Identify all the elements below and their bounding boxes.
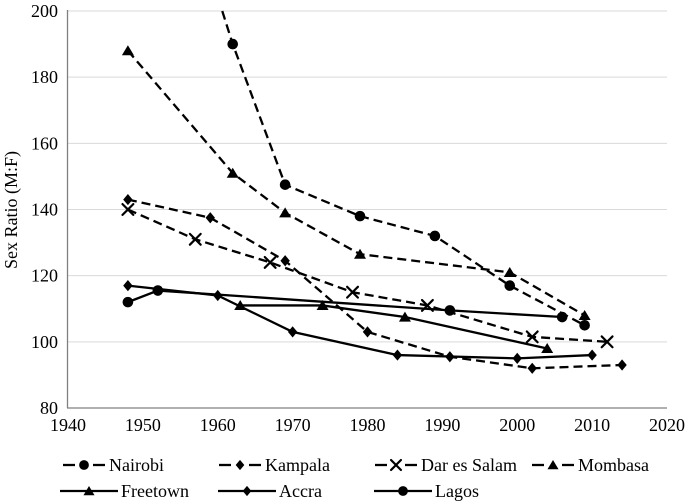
circle-marker-nairobi (354, 210, 366, 222)
triangle-icon (547, 460, 559, 470)
x-tick-label: 1950 (125, 415, 161, 435)
circle-legend-marker-icon (63, 460, 105, 470)
y-tick-label: 140 (31, 200, 58, 220)
series-line-nairobi (221, 10, 586, 327)
triangle-legend-marker-icon (60, 486, 118, 496)
circle-marker-lagos (444, 305, 456, 316)
circle-icon (398, 486, 408, 496)
triangle-marker-mombasa (354, 248, 367, 259)
x-tick-label: 1960 (200, 415, 236, 435)
plot-content: 80 100 120 140 160 180 200 1940 1950 1960 1970 1980… (31, 1, 685, 435)
x-icon (389, 458, 403, 472)
triangle-marker-mombasa (578, 309, 591, 320)
legend-label-freetown: Freetown (121, 481, 189, 501)
x-tick-label: 2010 (574, 415, 610, 435)
legend-item-dar-es-salam: Dar es Salam (374, 456, 517, 474)
legend-label-kampala: Kampala (265, 455, 330, 475)
circle-icon (79, 460, 89, 470)
diamond-legend-marker-icon (219, 459, 261, 471)
x-tick-label: 2000 (499, 415, 535, 435)
legend-label-lagos: Lagos (435, 481, 479, 501)
diamond-marker-accra (392, 349, 403, 361)
legend-item-mombasa: Mombasa (531, 456, 649, 474)
triangle-marker-freetown (316, 300, 329, 311)
series-line-kampala (127, 198, 623, 370)
circle-marker-nairobi (429, 230, 441, 242)
x-marker-dar-es-salam (346, 285, 360, 299)
y-tick-label: 180 (31, 67, 58, 87)
x-marker-dar-es-salam (188, 232, 202, 246)
triangle-marker-mombasa (121, 45, 134, 56)
diamond-marker-kampala (123, 193, 133, 206)
circle-marker-lagos (152, 285, 164, 296)
circle-marker-nairobi (579, 319, 590, 331)
y-tick-label: 80 (40, 398, 58, 418)
x-marker-dar-es-salam (525, 330, 539, 344)
circle-legend-marker-icon (374, 486, 432, 496)
diamond-marker-kampala (617, 359, 627, 371)
diamond-marker-accra (512, 352, 522, 364)
y-tick-label: 100 (31, 332, 58, 352)
legend-item-nairobi: Nairobi (62, 456, 164, 474)
x-legend-marker-icon (375, 458, 417, 472)
legend-label-dar-es-salam: Dar es Salam (421, 455, 517, 475)
triangle-marker-freetown (398, 311, 411, 322)
circle-marker-nairobi (504, 280, 516, 291)
x-tick-label: 1970 (275, 415, 311, 435)
triangle-marker-mombasa (279, 207, 292, 218)
series-line-mombasa (127, 49, 586, 317)
legend-label-nairobi: Nairobi (109, 455, 164, 475)
plot-area: 80 100 120 140 160 180 200 1940 1950 1960 1970 1980… (1, 1, 685, 435)
x-tick-label: 1940 (50, 415, 86, 435)
diamond-marker-accra (587, 349, 597, 361)
triangle-icon (83, 486, 95, 496)
x-marker-dar-es-salam (600, 335, 614, 349)
triangle-marker-freetown (541, 343, 554, 354)
legend-item-freetown: Freetown (60, 482, 189, 500)
diamond-legend-marker-icon (218, 485, 276, 497)
diamond-marker-kampala (362, 326, 373, 338)
legend-item-lagos: Lagos (374, 482, 479, 500)
x-marker-dar-es-salam (121, 203, 135, 216)
diamond-marker-accra (123, 279, 133, 292)
diamond-marker-kampala (527, 362, 537, 374)
legend-item-kampala: Kampala (218, 456, 330, 474)
y-tick-label: 200 (31, 1, 58, 21)
circle-marker-lagos (122, 296, 134, 308)
diamond-icon (235, 459, 245, 471)
series-line-lagos (127, 289, 563, 319)
y-tick-label: 160 (31, 133, 58, 153)
triangle-legend-marker-icon (532, 460, 574, 470)
y-tick-label: 120 (31, 266, 58, 286)
diamond-marker-kampala (205, 212, 215, 224)
x-marker-dar-es-salam (263, 255, 277, 269)
circle-marker-nairobi (227, 38, 239, 50)
circle-marker-lagos (556, 311, 568, 323)
x-tick-label: 1980 (350, 415, 386, 435)
legend-label-mombasa: Mombasa (578, 455, 649, 475)
series-line-freetown (240, 304, 548, 350)
y-axis-title: Sex Ratio (M:F) (1, 151, 22, 269)
series-line-accra (127, 284, 593, 360)
diamond-marker-accra (287, 326, 298, 338)
diamond-icon (242, 485, 252, 497)
triangle-marker-mombasa (503, 266, 516, 277)
x-tick-label: 2020 (649, 415, 685, 435)
legend-item-accra: Accra (218, 482, 322, 500)
circle-marker-nairobi (279, 179, 291, 190)
legend-label-accra: Accra (279, 481, 322, 501)
diamond-marker-kampala (280, 255, 290, 267)
x-tick-label: 1990 (424, 415, 460, 435)
triangle-marker-mombasa (226, 167, 239, 178)
